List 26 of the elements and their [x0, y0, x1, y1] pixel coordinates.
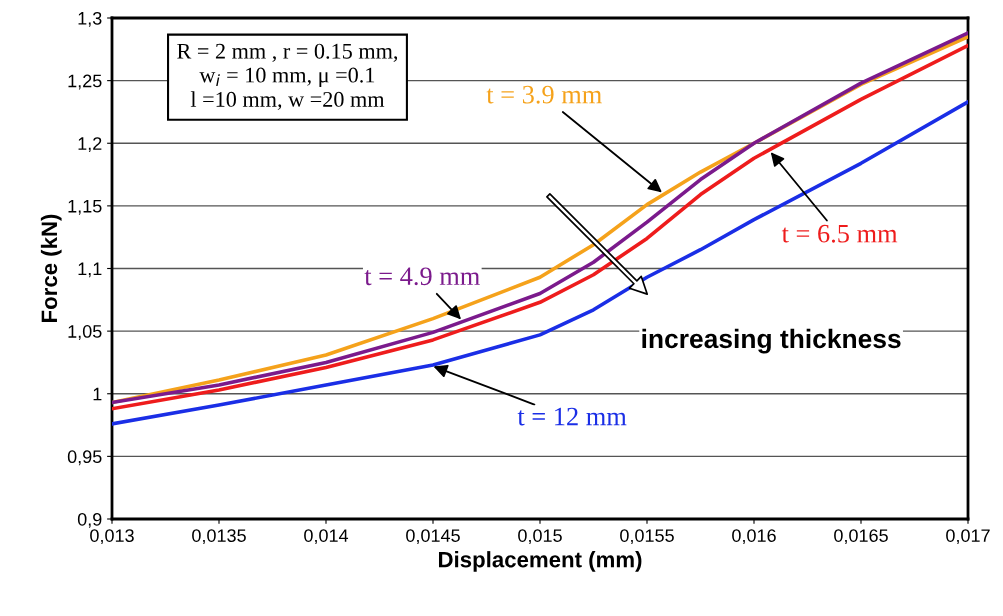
x-tick-label: 0,017	[946, 529, 990, 545]
y-tick-label: 1	[93, 387, 102, 401]
annotation: R = 2 mm , r = 0.15 mm, w$_{i}$ = 10 mm, μ =0.1 l =10 mm, w =20 mm	[177, 43, 398, 111]
series-label: t = 4.9 mm	[364, 267, 480, 286]
y-tick-label: 0,95	[67, 450, 102, 466]
y-tick-label: 1,05	[68, 325, 102, 340]
y-tick-label: 1,1	[78, 262, 102, 278]
annotation: increasing thickness	[642, 328, 901, 354]
x-tick-label: 0,015	[518, 529, 562, 545]
x-tick-label: 0,0135	[192, 529, 246, 545]
text: t = 3.9 mm	[486, 85, 602, 104]
x-tick-label: 0,0145	[406, 529, 460, 545]
x-tick-label: 0,0165	[834, 529, 888, 545]
y-tick-label: 1,25	[68, 74, 102, 90]
x-tick-label: 0,013	[90, 529, 134, 545]
y-tick-label: 1,2	[78, 137, 102, 153]
y-axis-title: Force (kN)	[40, 214, 62, 322]
x-tick-label: 0,0155	[620, 529, 674, 545]
x-tick-label: 0,014	[304, 529, 349, 545]
text: t = 6.5 mm	[781, 224, 898, 243]
y-tick-label: 1,3	[78, 11, 102, 27]
y-tick-label: 1,15	[68, 200, 102, 215]
x-tick-label: 0,016	[732, 529, 776, 545]
x-axis-title: Displacement (mm)	[438, 551, 642, 572]
text: t = 12 mm	[517, 407, 627, 426]
y-tick-label: 0,9	[77, 512, 102, 528]
